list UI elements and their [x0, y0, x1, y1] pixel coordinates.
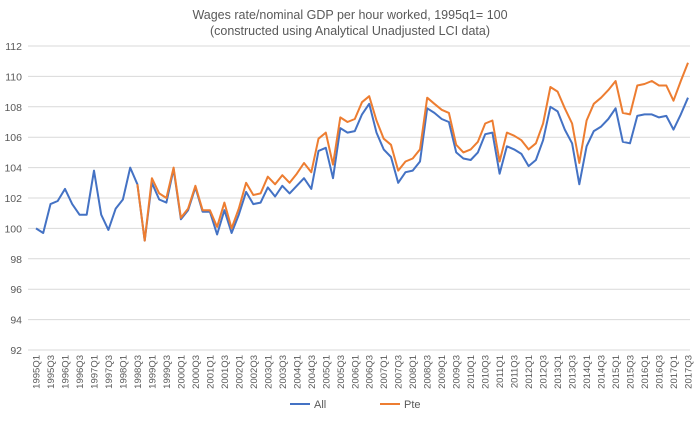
- x-tick-label: 2014Q3: [597, 355, 608, 389]
- x-tick-label: 2014Q1: [582, 355, 593, 389]
- legend-label: Pte: [404, 399, 421, 411]
- x-tick-label: 2007Q1: [379, 355, 390, 389]
- x-tick-label: 1998Q3: [133, 355, 144, 389]
- y-tick-label: 112: [5, 41, 22, 53]
- x-tick-label: 1996Q3: [75, 355, 86, 389]
- legend: All Pte: [290, 399, 421, 411]
- x-tick-label: 2013Q1: [553, 355, 564, 389]
- x-tick-label: 2009Q3: [452, 355, 463, 389]
- x-tick-label: 1997Q3: [104, 355, 115, 389]
- x-tick-label: 2001Q1: [205, 355, 216, 389]
- x-tick-label: 2013Q3: [568, 355, 579, 389]
- x-tick-label: 2017Q3: [684, 355, 695, 389]
- x-tick-label: 2006Q3: [365, 355, 376, 389]
- x-tick-label: 2000Q3: [191, 355, 202, 389]
- x-tick-label: 2005Q3: [336, 355, 347, 389]
- x-tick-label: 1995Q3: [46, 355, 57, 389]
- x-tick-label: 1997Q1: [89, 355, 100, 389]
- y-tick-label: 96: [10, 284, 22, 296]
- x-tick-label: 2002Q1: [234, 355, 245, 389]
- x-tick-label: 1995Q1: [32, 355, 43, 389]
- x-tick-label: 2010Q3: [481, 355, 492, 389]
- x-tick-label: 2004Q1: [292, 355, 303, 389]
- y-tick-label: 110: [5, 71, 22, 83]
- x-tick-label: 2006Q1: [350, 355, 361, 389]
- y-tick-label: 102: [4, 193, 22, 205]
- x-tick-label: 2012Q3: [539, 355, 550, 389]
- x-tick-label: 2008Q3: [423, 355, 434, 389]
- y-tick-label: 98: [10, 254, 22, 266]
- chart-title: Wages rate/nominal GDP per hour worked, …: [192, 8, 507, 22]
- x-tick-label: 2004Q3: [307, 355, 318, 389]
- x-tick-label: 2002Q3: [249, 355, 260, 389]
- series-line-pte: [136, 62, 689, 242]
- x-tick-label: 2001Q3: [220, 355, 231, 389]
- y-tick-label: 92: [10, 345, 22, 357]
- x-tick-label: 2011Q3: [510, 355, 521, 388]
- x-axis: 1995Q1 1995Q3 1996Q1 1996Q3 1997Q1 1997Q3 1998…: [32, 355, 695, 389]
- x-tick-label: 2012Q1: [524, 355, 535, 389]
- x-tick-label: 2010Q1: [466, 355, 477, 389]
- x-tick-label: 1999Q1: [147, 355, 158, 389]
- y-tick-label: 94: [10, 315, 22, 327]
- x-tick-label: 1998Q1: [118, 355, 129, 389]
- series-lines: [35, 62, 689, 242]
- x-tick-label: 2003Q1: [263, 355, 274, 389]
- x-tick-label: 2000Q1: [176, 355, 187, 389]
- x-tick-label: 2015Q1: [611, 355, 622, 389]
- legend-label: All: [314, 399, 326, 411]
- x-tick-label: 2009Q1: [437, 355, 448, 389]
- y-tick-label: 104: [4, 163, 22, 175]
- x-tick-label: 2016Q3: [655, 355, 666, 389]
- x-tick-label: 2007Q3: [394, 355, 405, 389]
- series-line-all: [35, 97, 689, 242]
- y-tick-label: 100: [4, 223, 22, 235]
- gridlines: [28, 45, 690, 351]
- x-tick-label: 2003Q3: [278, 355, 289, 389]
- y-tick-label: 108: [4, 102, 22, 114]
- y-axis: 92 94 96 98 100 102 104 106 108 110 112: [4, 41, 22, 357]
- x-tick-label: 2005Q1: [321, 355, 332, 389]
- x-tick-label: 2017Q1: [669, 355, 680, 389]
- chart-subtitle: (constructed using Analytical Unadjusted…: [210, 24, 490, 38]
- x-tick-label: 1999Q3: [162, 355, 173, 389]
- x-tick-label: 2015Q3: [626, 355, 637, 389]
- x-tick-label: 2016Q1: [640, 355, 651, 389]
- x-tick-label: 2008Q1: [408, 355, 419, 389]
- x-tick-label: 1996Q1: [60, 355, 71, 389]
- x-tick-label: 2011Q1: [495, 355, 506, 388]
- y-tick-label: 106: [4, 132, 22, 144]
